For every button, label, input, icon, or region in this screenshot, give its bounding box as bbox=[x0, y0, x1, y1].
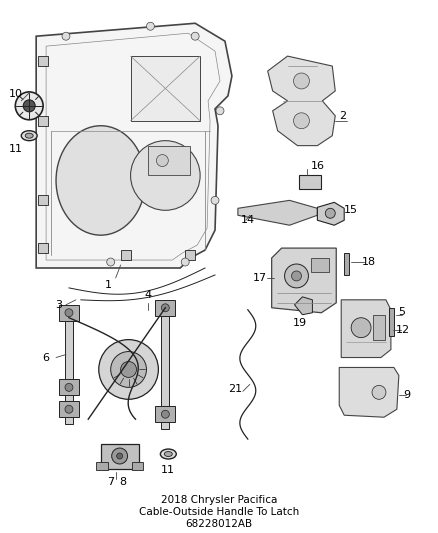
Ellipse shape bbox=[56, 126, 145, 235]
Bar bbox=[59, 379, 79, 395]
Bar bbox=[155, 406, 175, 422]
Circle shape bbox=[161, 410, 170, 418]
Text: 12: 12 bbox=[396, 325, 410, 335]
Circle shape bbox=[65, 309, 73, 317]
Text: 68228012AB: 68228012AB bbox=[185, 519, 253, 529]
Ellipse shape bbox=[25, 133, 33, 138]
Text: 2: 2 bbox=[339, 111, 346, 121]
Circle shape bbox=[99, 340, 159, 399]
Circle shape bbox=[216, 107, 224, 115]
Polygon shape bbox=[294, 297, 312, 315]
Text: 5: 5 bbox=[398, 307, 405, 317]
Text: 15: 15 bbox=[344, 205, 358, 215]
Circle shape bbox=[325, 208, 335, 218]
Circle shape bbox=[161, 304, 170, 312]
Circle shape bbox=[211, 196, 219, 204]
Bar bbox=[59, 305, 79, 321]
Bar bbox=[155, 300, 175, 316]
Text: 18: 18 bbox=[362, 257, 376, 267]
Polygon shape bbox=[339, 367, 399, 417]
Bar bbox=[131, 56, 200, 121]
Circle shape bbox=[156, 155, 168, 166]
Text: 19: 19 bbox=[293, 318, 307, 328]
Polygon shape bbox=[65, 308, 73, 424]
Circle shape bbox=[117, 453, 123, 459]
Circle shape bbox=[293, 113, 309, 129]
Text: 21: 21 bbox=[228, 384, 242, 394]
Ellipse shape bbox=[164, 451, 172, 456]
Polygon shape bbox=[341, 300, 391, 358]
Bar bbox=[185, 250, 195, 260]
Circle shape bbox=[146, 22, 155, 30]
Circle shape bbox=[293, 73, 309, 89]
Text: 16: 16 bbox=[311, 160, 325, 171]
Bar bbox=[120, 250, 131, 260]
Circle shape bbox=[111, 352, 146, 387]
Circle shape bbox=[131, 141, 200, 211]
Circle shape bbox=[112, 448, 127, 464]
Text: 3: 3 bbox=[56, 300, 63, 310]
Circle shape bbox=[292, 271, 301, 281]
Circle shape bbox=[65, 405, 73, 413]
Text: 11: 11 bbox=[161, 465, 175, 475]
Bar bbox=[300, 175, 321, 189]
Text: 4: 4 bbox=[145, 290, 152, 300]
Polygon shape bbox=[161, 303, 170, 429]
Text: 17: 17 bbox=[253, 273, 267, 283]
Polygon shape bbox=[318, 203, 344, 225]
Circle shape bbox=[120, 361, 137, 377]
Text: 7: 7 bbox=[107, 477, 114, 487]
Text: 2018 Chrysler Pacifica: 2018 Chrysler Pacifica bbox=[161, 495, 277, 505]
Bar bbox=[389, 308, 394, 336]
Polygon shape bbox=[36, 23, 232, 268]
Circle shape bbox=[65, 383, 73, 391]
Polygon shape bbox=[238, 200, 318, 225]
Bar bbox=[38, 116, 48, 126]
Polygon shape bbox=[272, 248, 336, 313]
Text: 14: 14 bbox=[241, 215, 255, 225]
Bar bbox=[38, 243, 48, 253]
Circle shape bbox=[191, 32, 199, 40]
Bar bbox=[344, 253, 349, 275]
Bar bbox=[373, 315, 385, 340]
Bar bbox=[38, 196, 48, 205]
Ellipse shape bbox=[21, 131, 37, 141]
Text: 8: 8 bbox=[119, 477, 126, 487]
Text: 6: 6 bbox=[42, 352, 49, 362]
Circle shape bbox=[15, 92, 43, 120]
Ellipse shape bbox=[160, 449, 176, 459]
Circle shape bbox=[62, 32, 70, 40]
Text: 1: 1 bbox=[105, 280, 112, 290]
Circle shape bbox=[181, 258, 189, 266]
Bar bbox=[148, 146, 190, 175]
Bar bbox=[38, 56, 48, 66]
Bar bbox=[131, 462, 144, 470]
Polygon shape bbox=[268, 56, 335, 146]
Circle shape bbox=[285, 264, 308, 288]
Text: 10: 10 bbox=[9, 89, 23, 99]
Circle shape bbox=[351, 318, 371, 337]
Text: 11: 11 bbox=[9, 143, 23, 154]
Circle shape bbox=[107, 258, 115, 266]
Text: Cable-Outside Handle To Latch: Cable-Outside Handle To Latch bbox=[139, 507, 299, 516]
Text: 9: 9 bbox=[403, 390, 410, 400]
Bar bbox=[101, 444, 138, 469]
Bar bbox=[59, 401, 79, 417]
Bar bbox=[311, 258, 329, 272]
Circle shape bbox=[372, 385, 386, 399]
Circle shape bbox=[23, 100, 35, 112]
Bar bbox=[96, 462, 108, 470]
